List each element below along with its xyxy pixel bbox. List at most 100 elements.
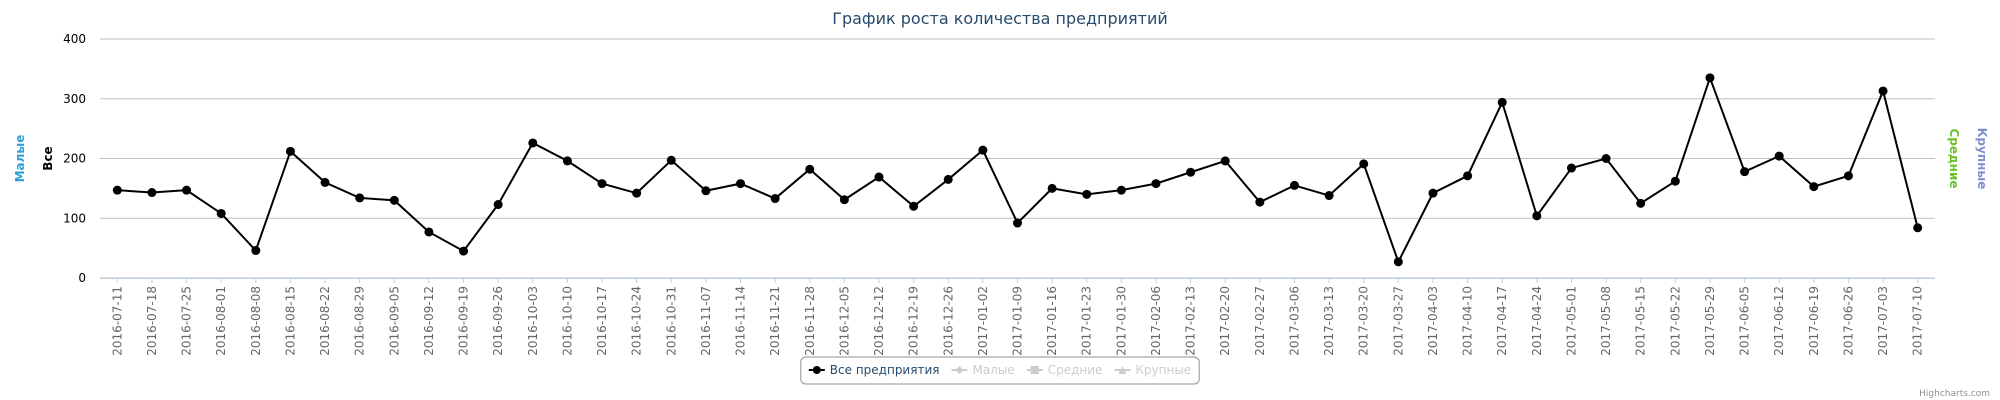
point <box>1082 189 1092 199</box>
point <box>147 188 157 198</box>
point <box>528 138 538 148</box>
axis-title: Крупные <box>1975 128 1989 190</box>
legend-item[interactable]: Средние <box>1026 363 1103 377</box>
x-tick-label: 2016-08-08 <box>249 286 263 356</box>
x-tick-label: 2017-04-10 <box>1461 286 1475 356</box>
x-tick-label: 2016-09-19 <box>457 286 471 356</box>
x-tick-label: 2016-10-03 <box>526 286 540 356</box>
x-tick-label: 2017-01-23 <box>1080 286 1094 356</box>
x-tick-label: 2017-06-05 <box>1738 286 1752 356</box>
point <box>285 146 295 156</box>
y-tick-label: 300 <box>63 92 86 106</box>
point <box>112 185 122 195</box>
point <box>216 208 226 218</box>
legend-label: Крупные <box>1135 363 1191 377</box>
legend-symbol <box>1118 366 1127 374</box>
point <box>1393 257 1403 267</box>
point <box>701 186 711 196</box>
axis-title: Малые <box>13 135 27 183</box>
x-tick-label: 2016-10-10 <box>560 286 574 356</box>
point <box>1255 197 1265 207</box>
point <box>562 156 572 166</box>
point <box>424 227 434 237</box>
x-tick-label: 2017-02-06 <box>1149 286 1163 356</box>
point <box>1878 86 1888 96</box>
y-tick-label: 400 <box>63 32 86 46</box>
x-tick-label: 2016-10-24 <box>630 286 644 356</box>
point <box>1705 73 1715 83</box>
x-tick-label: 2017-03-20 <box>1357 286 1371 356</box>
x-tick-label: 2017-04-03 <box>1426 286 1440 356</box>
point <box>666 155 676 165</box>
x-tick-label: 2017-04-17 <box>1495 286 1509 356</box>
x-tick-label: 2016-09-26 <box>491 286 505 356</box>
point <box>389 195 399 205</box>
x-tick-label: 2017-01-02 <box>976 286 990 356</box>
x-tick-label: 2016-12-26 <box>941 286 955 356</box>
point <box>632 188 642 198</box>
point <box>978 145 988 155</box>
x-tick-label: 2017-05-22 <box>1668 286 1682 356</box>
point <box>1013 218 1022 228</box>
legend-item[interactable]: Малые <box>951 363 1015 377</box>
legend-item[interactable]: Все предприятия <box>808 363 940 377</box>
point <box>909 201 919 211</box>
point <box>251 246 261 256</box>
point <box>943 174 953 184</box>
x-tick-label: 2016-08-29 <box>353 286 367 356</box>
legend-symbol <box>812 366 821 374</box>
x-tick-label: 2016-07-11 <box>110 286 124 356</box>
x-tick-label: 2017-03-13 <box>1322 286 1336 356</box>
x-tick-label: 2017-01-30 <box>1114 286 1128 356</box>
x-tick-label: 2017-07-10 <box>1911 286 1925 356</box>
x-tick-label: 2017-02-20 <box>1218 286 1232 356</box>
point <box>1428 188 1438 198</box>
x-tick-label: 2017-06-26 <box>1841 286 1855 356</box>
x-tick-label: 2016-11-14 <box>734 286 748 356</box>
point <box>1151 179 1161 189</box>
point <box>355 193 365 203</box>
point <box>1497 97 1507 107</box>
x-tick-label: 2016-12-12 <box>872 286 886 356</box>
x-tick-label: 2016-11-28 <box>803 286 817 356</box>
x-tick-label: 2017-03-27 <box>1391 286 1405 356</box>
point <box>597 179 607 189</box>
point <box>1843 171 1853 181</box>
x-tick-label: 2017-05-29 <box>1703 286 1717 356</box>
point <box>1809 182 1819 192</box>
x-tick-label: 2017-03-06 <box>1287 286 1301 356</box>
credits[interactable]: Highcharts.com <box>1919 389 1990 399</box>
x-tick-label: 2016-08-15 <box>283 286 297 356</box>
x-tick-label: 2017-02-13 <box>1184 286 1198 356</box>
point <box>874 172 884 182</box>
point <box>1566 163 1576 173</box>
x-tick-label: 2016-08-22 <box>318 286 332 356</box>
chart-title: График роста количества предприятий <box>832 9 1168 28</box>
point <box>1186 167 1196 177</box>
legend-symbol <box>955 366 964 374</box>
point <box>1047 183 1057 193</box>
x-tick-label: 2016-07-18 <box>145 286 159 356</box>
point <box>1289 180 1299 190</box>
series-line <box>117 74 1919 265</box>
x-tick-label: 2017-05-15 <box>1634 286 1648 356</box>
y-tick-label: 200 <box>63 152 86 166</box>
x-tick-label: 2016-09-12 <box>422 286 436 356</box>
x-tick-label: 2016-08-01 <box>214 286 228 356</box>
point <box>1774 151 1784 161</box>
point <box>1220 156 1230 166</box>
point <box>770 194 780 204</box>
x-tick-label: 2017-01-16 <box>1045 286 1059 356</box>
y-tick-label: 100 <box>63 211 86 225</box>
x-tick-label: 2016-12-05 <box>837 286 851 356</box>
x-tick-label: 2017-01-09 <box>1011 286 1025 356</box>
legend-label: Малые <box>972 363 1014 377</box>
point <box>805 164 815 174</box>
point <box>1359 159 1369 169</box>
x-tick-label: 2017-06-12 <box>1772 286 1786 356</box>
x-tick-label: 2017-04-24 <box>1530 286 1544 356</box>
point <box>1740 167 1750 177</box>
legend-item[interactable]: Крупные <box>1114 363 1191 377</box>
point <box>736 179 746 189</box>
